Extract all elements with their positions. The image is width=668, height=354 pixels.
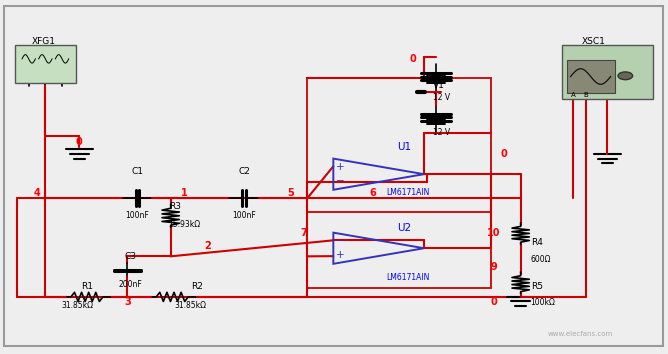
Bar [307, 212, 491, 288]
Text: 0: 0 [490, 297, 498, 307]
Text: LM6171AIN: LM6171AIN [386, 273, 430, 282]
Text: R1: R1 [81, 282, 94, 291]
FancyBboxPatch shape [562, 45, 653, 99]
Text: 100nF: 100nF [232, 211, 256, 220]
Text: V1: V1 [433, 81, 444, 90]
Text: 3: 3 [124, 297, 131, 307]
Text: 100kΩ: 100kΩ [530, 298, 556, 307]
Text: 15.93kΩ: 15.93kΩ [169, 220, 201, 229]
Text: B: B [584, 92, 589, 98]
Text: C3: C3 [125, 252, 137, 261]
Text: R5: R5 [530, 282, 542, 291]
Text: R3: R3 [169, 202, 180, 211]
Text: C1: C1 [132, 167, 144, 176]
Text: 12 V: 12 V [433, 93, 450, 102]
Text: XFG1: XFG1 [32, 37, 56, 46]
Text: 4: 4 [34, 188, 41, 198]
Text: 1: 1 [180, 188, 188, 198]
Text: C2: C2 [238, 167, 250, 176]
Circle shape [618, 72, 633, 80]
Text: V2: V2 [433, 116, 444, 125]
Text: 0: 0 [76, 137, 83, 147]
Text: www.elecfans.com: www.elecfans.com [548, 331, 613, 337]
FancyBboxPatch shape [567, 60, 615, 93]
Text: 9: 9 [490, 262, 498, 272]
Text: R4: R4 [530, 238, 542, 247]
Text: 5: 5 [287, 188, 294, 198]
Text: 0: 0 [500, 149, 508, 159]
Text: 10: 10 [487, 228, 501, 238]
Text: +: + [336, 162, 344, 172]
Text: 31.85kΩ: 31.85kΩ [174, 301, 206, 310]
Text: 200nF: 200nF [119, 280, 142, 289]
Text: 2: 2 [204, 241, 210, 251]
Text: 100nF: 100nF [126, 211, 149, 220]
Text: XSC1: XSC1 [582, 37, 606, 46]
Text: U1: U1 [397, 142, 411, 152]
Text: 6: 6 [369, 188, 376, 198]
Text: 0: 0 [409, 54, 416, 64]
Text: LM6171AIN: LM6171AIN [386, 188, 430, 198]
Text: −: − [335, 176, 345, 186]
Text: 600Ω: 600Ω [530, 255, 551, 264]
Text: +: + [336, 250, 344, 261]
Bar [307, 78, 491, 198]
Text: R2: R2 [192, 282, 203, 291]
Text: U2: U2 [397, 223, 411, 233]
Text: 12 V: 12 V [433, 129, 450, 137]
Text: A: A [571, 92, 576, 98]
Text: −: − [335, 236, 345, 246]
Text: 7: 7 [301, 228, 307, 238]
FancyBboxPatch shape [15, 45, 76, 83]
Text: 31.85kΩ: 31.85kΩ [61, 301, 94, 310]
